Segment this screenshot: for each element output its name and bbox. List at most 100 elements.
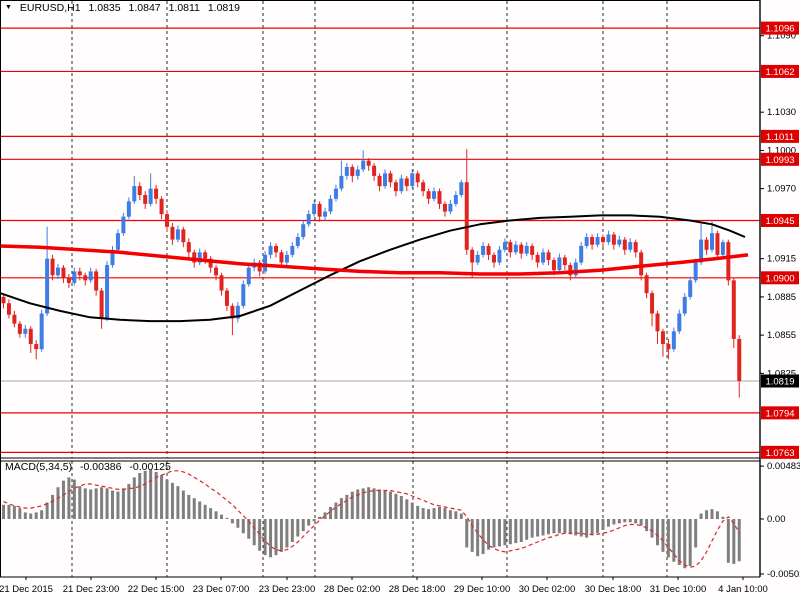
price-level-badge[interactable] — [761, 152, 799, 166]
price-level-badge-label: 1.0794 — [765, 408, 794, 419]
price-level-badge[interactable] — [761, 445, 799, 459]
candle-body — [241, 284, 246, 306]
macd-bar — [661, 519, 665, 552]
price-level-lines[interactable] — [0, 27, 760, 453]
candle-body — [720, 242, 725, 255]
macd-bar — [100, 487, 104, 519]
candle-body — [448, 203, 453, 212]
candle-body — [704, 239, 709, 250]
moving-average-black[interactable] — [0, 214, 746, 323]
macd-bar — [160, 475, 164, 519]
candle-body — [159, 198, 164, 215]
price-level-badge[interactable] — [761, 406, 799, 420]
macd-bar — [323, 512, 327, 519]
price-level-badge[interactable] — [761, 129, 799, 143]
candle-body — [214, 267, 219, 276]
candle-body — [715, 233, 720, 255]
macd-signal-value: -0.00125 — [129, 461, 171, 473]
candle-body — [83, 275, 88, 281]
macd-bar — [536, 519, 540, 537]
candle-body — [6, 303, 11, 315]
candle-body — [519, 244, 524, 254]
macd-bar — [503, 519, 507, 546]
candle-body — [492, 254, 496, 263]
candle-body — [50, 258, 55, 276]
macd-bar — [432, 508, 436, 519]
macd-bar — [263, 519, 267, 556]
candle-body — [617, 239, 622, 245]
macd-name: MACD(5,34,5) — [5, 461, 73, 473]
price-level-badge[interactable] — [761, 271, 799, 285]
macd-bar — [83, 488, 87, 519]
candle-body — [622, 239, 627, 250]
macd-bar — [421, 508, 425, 519]
candle-body — [551, 259, 556, 271]
time-tick-label: 28 Dec 18:00 — [389, 584, 446, 595]
candle-body — [208, 258, 213, 268]
candle-body — [671, 331, 676, 350]
macd-bar — [247, 519, 251, 539]
macd-bar — [438, 506, 441, 519]
price-axis[interactable]: 1.1090 1.1030 1.1000 1.0970 1.0915 1.0885 1.08… — [760, 21, 800, 580]
candle-body — [508, 242, 513, 253]
candle-body — [290, 245, 295, 255]
candle-body — [541, 252, 546, 263]
macd-bar — [454, 511, 458, 519]
macd-bar — [214, 511, 218, 519]
candle-body — [203, 252, 208, 259]
moving-average-red[interactable] — [0, 244, 749, 276]
candle-body — [415, 173, 420, 183]
candle-body — [470, 249, 475, 263]
candle-body — [726, 242, 731, 281]
macd-bar — [378, 489, 382, 519]
candle-body — [628, 242, 633, 250]
candle-body — [601, 237, 605, 243]
macd-bar — [279, 519, 283, 552]
candle-body — [595, 237, 600, 245]
price-level-badge[interactable] — [761, 64, 799, 78]
price-level-badge[interactable] — [761, 213, 799, 227]
time-axis[interactable]: 21 Dec 2015 21 Dec 23:00 22 Dec 15:00 23 De… — [0, 577, 768, 595]
candle-body — [39, 313, 44, 350]
candle-body — [121, 216, 126, 234]
macd-bar — [547, 519, 550, 535]
macd-bar — [443, 508, 447, 519]
candle-body — [350, 166, 355, 176]
time-tick-label: 23 Dec 07:00 — [193, 584, 250, 595]
symbol-dropdown-icon[interactable]: ▼ — [5, 4, 12, 11]
macd-indicator-label: MACD(5,34,5) -0.00386 -0.00125 — [5, 461, 176, 473]
price-level-badge-label: 1.1096 — [765, 24, 794, 35]
macd-bar — [617, 519, 621, 524]
candle-body — [45, 258, 50, 314]
macd-bar — [116, 491, 120, 519]
time-tick-label: 28 Dec 02:00 — [324, 584, 381, 595]
candle-body — [284, 254, 289, 263]
macd-bar — [710, 509, 714, 519]
candle-body — [197, 252, 202, 263]
candle-body — [186, 242, 191, 253]
macd-bar — [94, 488, 98, 519]
macd-bar — [105, 488, 109, 519]
candle-body — [105, 265, 110, 319]
macd-bar — [176, 486, 180, 519]
macd-bar — [198, 501, 202, 519]
macd-bar — [51, 494, 55, 519]
candle-body — [655, 313, 660, 332]
candle-body — [372, 165, 377, 176]
candle-body — [12, 314, 17, 324]
macd-bar — [230, 519, 234, 524]
price-tick-label: 1.1030 — [767, 107, 796, 118]
time-tick-label: 29 Dec 10:00 — [454, 584, 511, 595]
macd-bar — [388, 491, 392, 519]
macd-bar — [12, 505, 16, 519]
candle-body — [383, 173, 387, 187]
macd-bar — [181, 490, 185, 519]
price-level-badge-label: 1.1011 — [766, 132, 794, 143]
candle-body — [328, 198, 333, 212]
candle-body — [437, 191, 442, 204]
macd-bar — [285, 519, 289, 548]
price-level-badge[interactable] — [761, 21, 799, 35]
macd-bar — [29, 513, 33, 519]
candle-body — [432, 191, 437, 199]
